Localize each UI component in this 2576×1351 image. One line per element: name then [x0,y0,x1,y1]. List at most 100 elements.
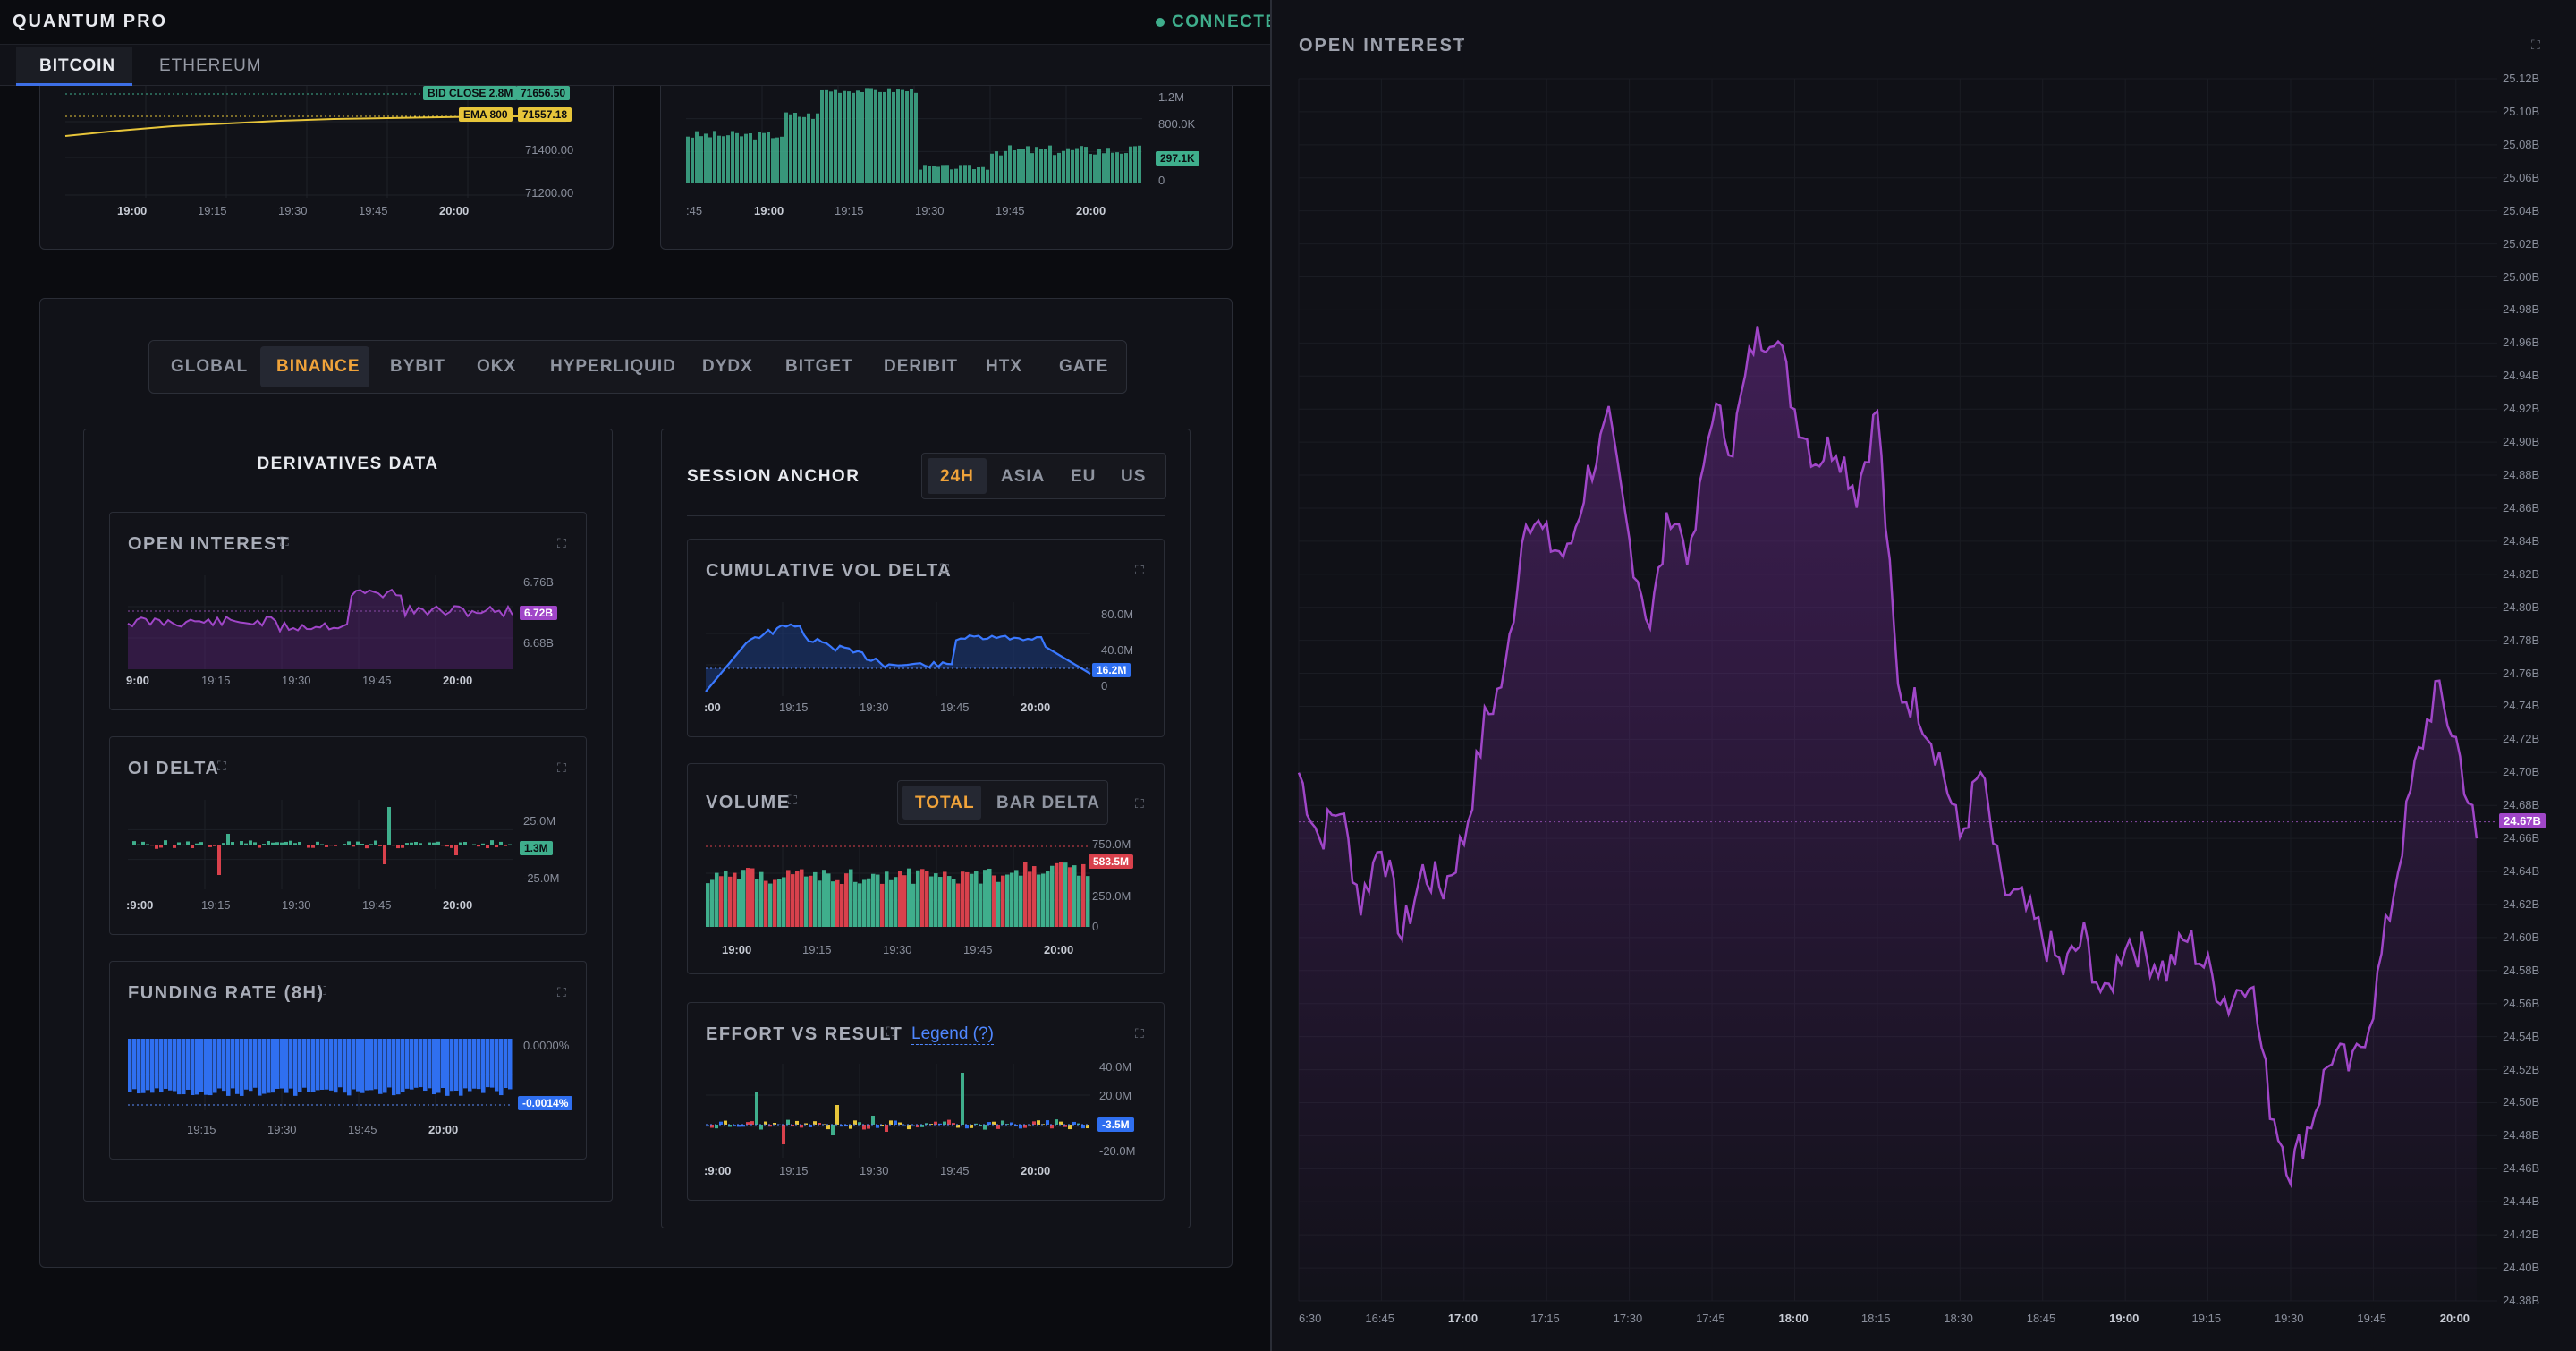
volume-expand-icon[interactable]: ⛶ [788,793,797,807]
effort-bar [773,1123,776,1125]
oi-delta-x-tick: 19:30 [282,898,311,912]
effort-bar [979,1125,982,1126]
session-asia[interactable]: ASIA [1001,467,1046,486]
volume-bar [1055,862,1059,927]
funding-bar [477,1039,481,1090]
volume-bar [920,869,925,927]
oi-delta-x-tick: 19:15 [201,898,231,912]
oi-delta-expand-icon[interactable]: ⛶ [217,759,226,773]
cvd-card-expand-icon[interactable]: ⛶ [1135,563,1144,577]
session-us[interactable]: US [1121,467,1147,486]
volume-bar [826,873,831,927]
volume-bar [858,883,862,927]
funding-bar [499,1039,504,1096]
volume-bar [818,880,822,927]
effort-bar [1037,1120,1040,1125]
effort-bar [898,1122,902,1125]
volume-bar [907,868,911,927]
tab-bitcoin[interactable]: BITCOIN [16,47,132,86]
effort-legend-link[interactable]: Legend (?) [911,1024,994,1045]
volume-bar [791,874,795,927]
effort-bar [800,1125,803,1128]
session-eu[interactable]: EU [1071,467,1097,486]
volume-bar [1023,862,1028,927]
expanded-oi-y-axis: 25.12B 25.10B 25.08B 25.06B 25.04B 25.02B 25.0… [2499,0,2571,1351]
exchange-bybit[interactable]: BYBIT [390,357,445,376]
funding-bar [199,1039,204,1092]
oi-delta-bar [141,841,145,845]
funding-expand-icon[interactable]: ⛶ [318,983,326,998]
oi-delta-bar [383,845,386,864]
funding-bar [490,1039,495,1088]
exchange-global[interactable]: GLOBAL [171,357,249,376]
funding-bar [316,1039,320,1091]
volume-bar [862,879,867,927]
exchange-deribit[interactable]: DERIBIT [884,357,958,376]
volume-mode-total-label: TOTAL [915,794,975,812]
y-tick-label: 24.68B [2503,798,2540,812]
volume-bar [746,868,750,927]
effort-bar [925,1123,928,1125]
oi-card-expand-icon[interactable]: ⛶ [557,536,566,550]
volume-bar [726,135,730,183]
funding-bar [405,1039,410,1089]
effort-bar [818,1123,821,1125]
volume-title: VOLUME [706,793,791,812]
oi-delta-bar [356,841,360,845]
vol-top-x-tick: 19:30 [915,204,945,217]
volume-mode-total[interactable]: TOTAL [902,786,981,820]
oi-delta-bar [432,842,436,845]
effort-expand-icon[interactable]: ⛶ [886,1024,895,1039]
exchange-dydx[interactable]: DYDX [702,357,753,376]
oi-delta-bar [267,840,270,845]
price-x-tick: 19:30 [278,204,308,217]
effort-bar [1014,1125,1018,1126]
volume-bar [979,883,983,927]
volume-mode-bar-delta[interactable]: BAR DELTA [996,794,1100,812]
volume-bar [1041,873,1046,927]
effort-card: EFFORT VS RESULT ⛶ Legend (?) ⛶ 40.0M 20… [687,1002,1165,1201]
expanded-oi-expand-icon[interactable]: ⛶ [1453,36,1462,50]
oi-expand-icon[interactable]: ⛶ [280,534,289,548]
asset-tabs: BITCOIN ETHEREUM [0,45,1270,86]
oi-delta-bar [222,843,225,845]
cvd-expand-icon[interactable]: ⛶ [940,561,949,575]
exchange-htx[interactable]: HTX [986,357,1022,376]
volume-badge: 583.5M [1089,854,1134,869]
effort-bar [1081,1125,1085,1129]
exchange-bitget[interactable]: BITGET [785,357,853,376]
exchange-hyperliquid[interactable]: HYPERLIQUID [550,357,676,376]
volume-bar [1124,153,1128,183]
effort-bar [809,1125,812,1127]
y-tick-label: 24.60B [2503,930,2540,944]
oi-delta-bar [369,844,373,845]
effort-bar [943,1121,946,1125]
funding-bar [244,1039,249,1090]
tab-ethereum[interactable]: ETHEREUM [143,47,268,86]
price-y-tick: 71400.00 [525,143,574,157]
session-24h[interactable]: 24H [928,458,987,494]
oi-delta-x-tick: :9:00 [126,898,154,912]
exchange-gate[interactable]: GATE [1059,357,1109,376]
exchange-okx[interactable]: OKX [477,357,517,376]
funding-bar [423,1039,428,1092]
volume-x-tick: 19:15 [802,943,832,956]
funding-bar [392,1039,396,1096]
volume-bar [871,873,876,927]
volume-card-expand-icon[interactable]: ⛶ [1135,796,1144,811]
oi-delta-mini-chart [128,800,513,889]
market-panel: GLOBAL BINANCE BYBIT OKX HYPERLIQUID DYD… [39,298,1233,1268]
oi-delta-bar [155,845,158,849]
oi-delta-card-expand-icon[interactable]: ⛶ [557,760,566,775]
derivatives-title: DERIVATIVES DATA [257,455,439,473]
effort-bar [791,1125,794,1126]
funding-bar [486,1039,490,1088]
volume-bar [954,168,958,183]
oi-delta-bar [365,845,369,849]
effort-card-expand-icon[interactable]: ⛶ [1135,1026,1144,1041]
expanded-oi-close-icon[interactable]: ⛶ [2531,38,2540,52]
funding-card: FUNDING RATE (8H) ⛶ ⛶ 0.0000% -0.0014% 1… [109,961,587,1160]
exchange-binance[interactable]: BINANCE [260,346,369,387]
funding-card-expand-icon[interactable]: ⛶ [557,985,566,999]
x-tick-label: 17:30 [1613,1312,1643,1325]
